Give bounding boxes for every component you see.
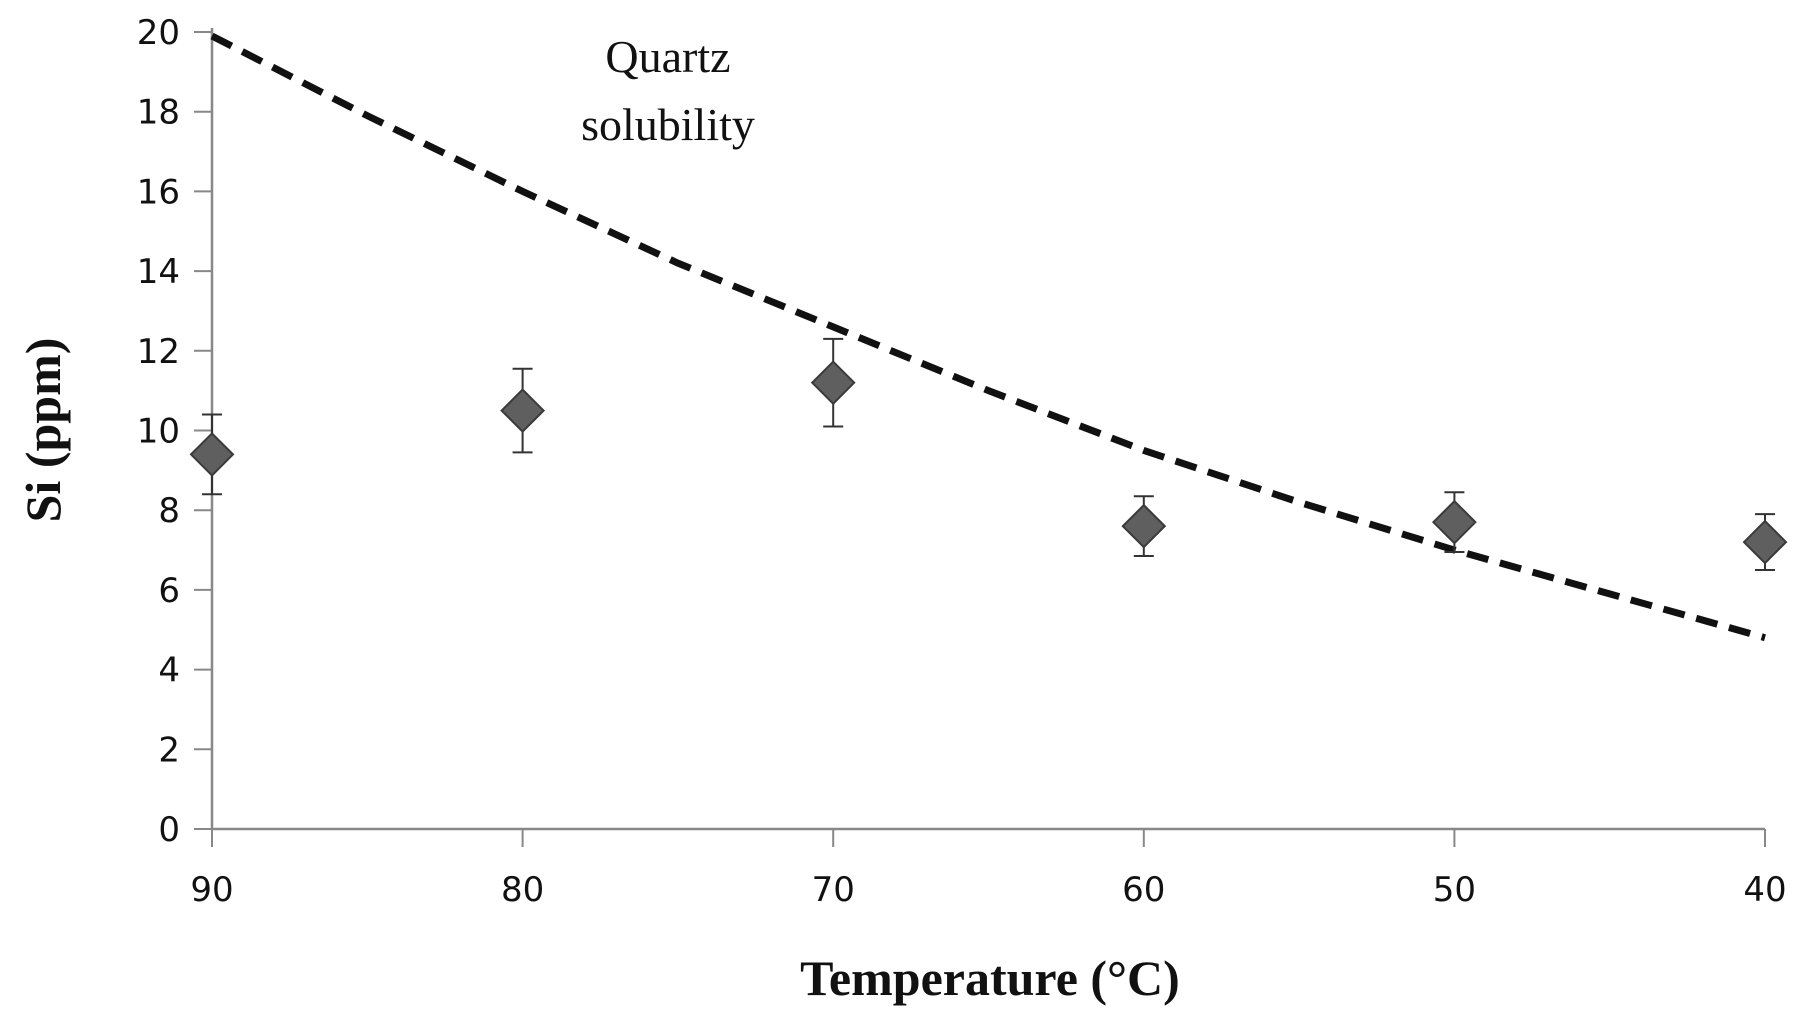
y-tick-label: 16	[137, 172, 180, 212]
data-point	[500, 388, 546, 433]
y-tick-label: 14	[137, 252, 180, 292]
y-tick-label: 8	[158, 491, 180, 531]
y-tick-label: 4	[158, 651, 180, 691]
y-tick-label: 0	[158, 810, 180, 850]
y-tick-label: 18	[137, 93, 180, 133]
annotation-line-1: Quartz	[605, 31, 730, 82]
data-point	[1121, 503, 1167, 549]
y-tick-label: 10	[137, 412, 180, 452]
data-point	[1742, 519, 1788, 565]
annotation-line-2: solubility	[581, 99, 755, 150]
x-tick-label: 70	[812, 870, 855, 910]
y-tick-label: 12	[137, 332, 180, 372]
y-tick-label: 2	[158, 730, 180, 770]
y-tick-label: 20	[137, 13, 180, 53]
x-tick-label: 40	[1743, 870, 1786, 910]
axes: 0 2 4 6 8 10 12 14 16 18 20 90 80 70 60 50 40	[137, 13, 1787, 910]
data-point	[810, 360, 856, 406]
y-axis-label: Si (ppm)	[15, 338, 71, 523]
x-tick-label: 80	[501, 870, 544, 910]
data-point	[1431, 499, 1477, 545]
x-axis-label: Temperature (°C)	[800, 950, 1180, 1006]
x-tick-label: 90	[190, 870, 233, 910]
quartz-solubility-line	[210, 32, 1766, 642]
y-tick-label: 6	[158, 571, 180, 611]
x-tick-label: 50	[1433, 870, 1476, 910]
x-tick-label: 60	[1122, 870, 1165, 910]
marks	[189, 32, 1788, 642]
data-point	[189, 431, 235, 477]
